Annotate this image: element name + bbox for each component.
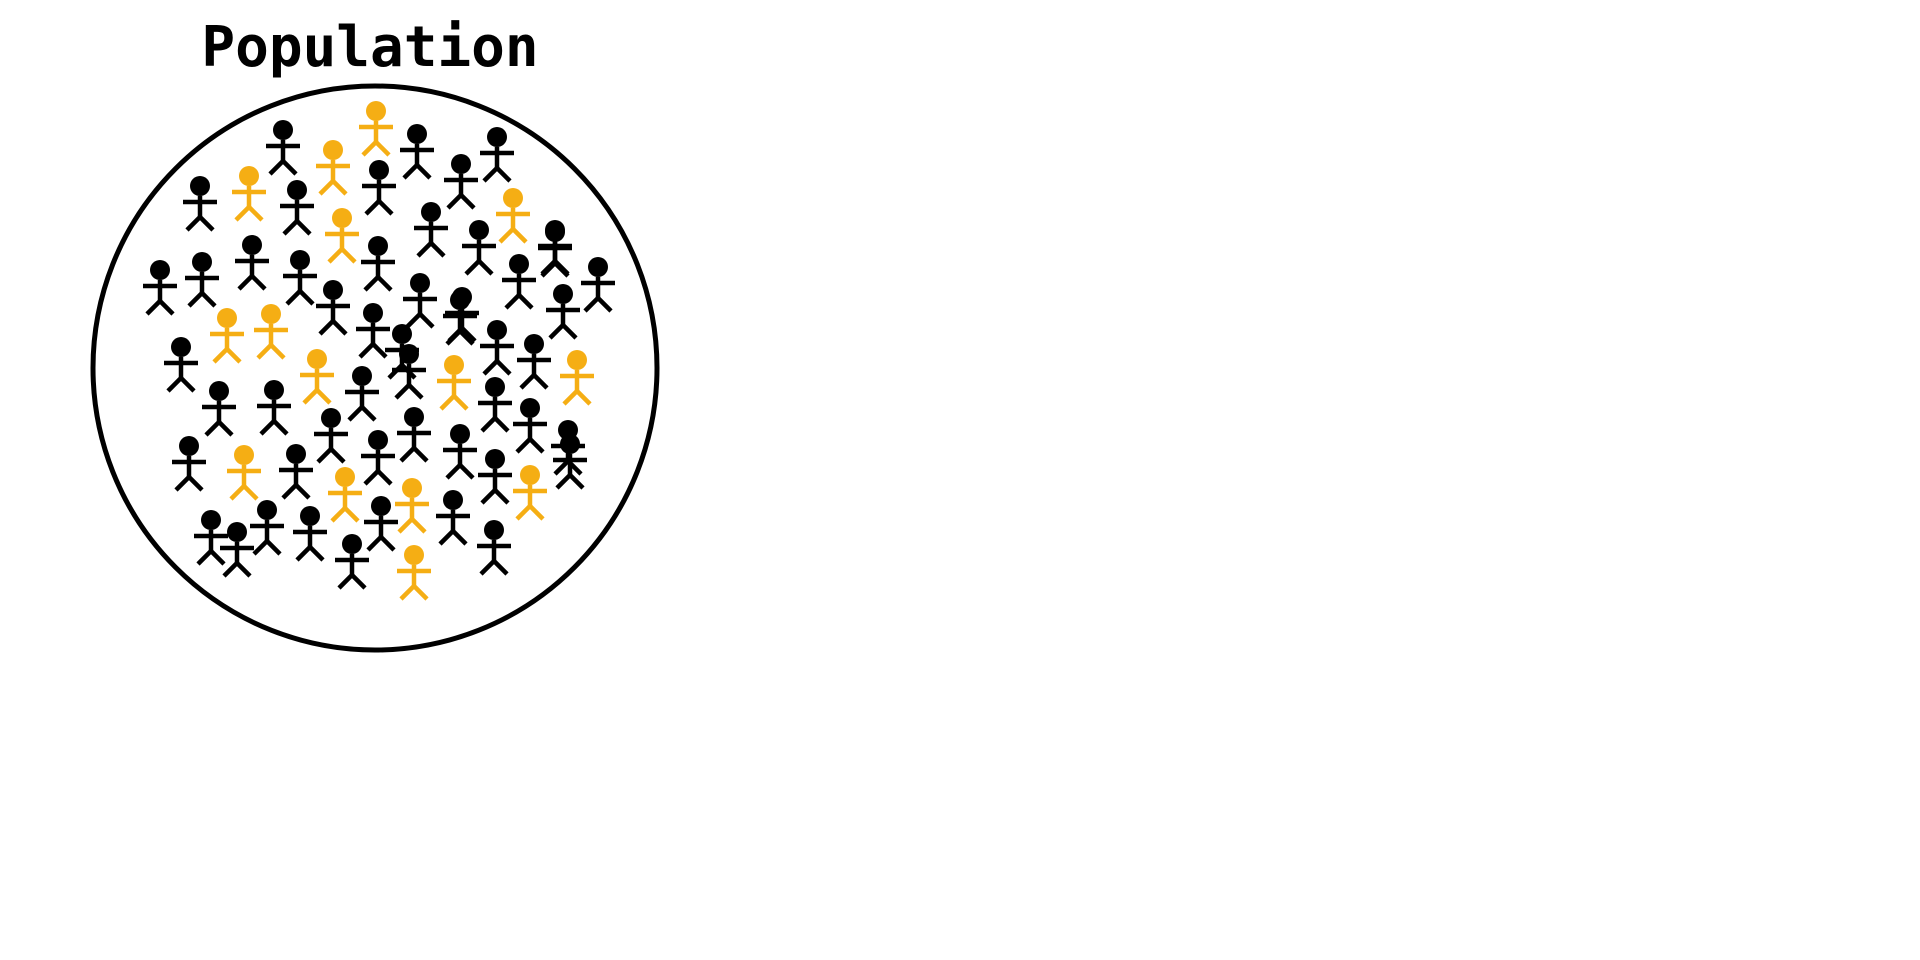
highlighted-person-icon	[227, 445, 261, 501]
person-icon	[478, 377, 512, 433]
highlighted-person-icon	[210, 308, 244, 364]
person-icon	[316, 280, 350, 336]
highlighted-person-icon	[496, 188, 530, 244]
person-icon	[477, 520, 511, 576]
highlighted-person-icon	[325, 208, 359, 264]
person-icon	[478, 449, 512, 505]
person-icon	[443, 424, 477, 480]
highlighted-person-icon	[316, 140, 350, 196]
person-icon	[443, 290, 477, 346]
population-title: Population	[201, 15, 539, 80]
person-icon	[546, 284, 580, 340]
person-icon	[280, 180, 314, 236]
person-icon	[361, 236, 395, 292]
person-icon	[183, 176, 217, 232]
person-icon	[400, 124, 434, 180]
person-icon	[397, 407, 431, 463]
person-icon	[257, 380, 291, 436]
person-icon	[202, 381, 236, 437]
person-icon	[480, 320, 514, 376]
person-icon	[414, 202, 448, 258]
highlighted-person-icon	[513, 465, 547, 521]
person-icon	[220, 522, 254, 578]
highlighted-person-icon	[395, 478, 429, 534]
person-icon	[362, 160, 396, 216]
highlighted-person-icon	[397, 545, 431, 601]
person-icon	[385, 324, 419, 380]
person-icon	[143, 260, 177, 316]
person-icon	[480, 127, 514, 183]
person-icon	[164, 337, 198, 393]
highlighted-person-icon	[300, 349, 334, 405]
person-icon	[194, 510, 228, 566]
person-icon	[462, 220, 496, 276]
highlighted-person-icon	[328, 467, 362, 523]
person-icon	[345, 366, 379, 422]
person-icon	[279, 444, 313, 500]
person-icon	[502, 254, 536, 310]
person-icon	[517, 334, 551, 390]
person-icon	[185, 252, 219, 308]
person-icon	[250, 500, 284, 556]
person-icon	[314, 408, 348, 464]
person-icon	[581, 257, 615, 313]
person-icon	[444, 154, 478, 210]
person-icon	[335, 534, 369, 590]
person-icon	[293, 506, 327, 562]
person-icon	[172, 436, 206, 492]
person-icon	[361, 430, 395, 486]
person-icon	[513, 398, 547, 454]
person-icon	[403, 273, 437, 329]
person-icon	[356, 303, 390, 359]
highlighted-person-icon	[560, 350, 594, 406]
highlighted-person-icon	[232, 166, 266, 222]
highlighted-person-icon	[437, 355, 471, 411]
person-icon	[235, 235, 269, 291]
person-icon	[364, 496, 398, 552]
person-icon	[538, 222, 572, 278]
population-people	[143, 101, 615, 601]
person-icon	[436, 490, 470, 546]
person-icon	[553, 434, 587, 490]
population-boundary	[90, 83, 660, 653]
person-icon	[283, 250, 317, 306]
highlighted-person-icon	[254, 304, 288, 360]
person-icon	[266, 120, 300, 176]
highlighted-person-icon	[359, 101, 393, 157]
